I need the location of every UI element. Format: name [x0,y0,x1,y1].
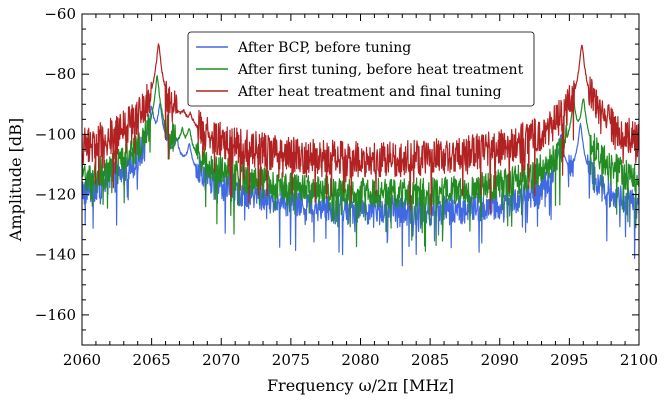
x-tick-label: 2095 [550,351,588,369]
series-line-3 [82,43,639,216]
legend-box [187,31,535,107]
plot-frame [81,13,640,346]
y-tick-label: −160 [35,306,76,324]
y-tick-label: −120 [35,186,76,204]
series-line-2 [82,75,639,252]
legend-label: After first tuning, before heat treatmen… [237,62,524,78]
y-tick-label: −100 [35,125,76,143]
x-tick-label: 2075 [272,351,310,369]
series-layer [82,43,639,267]
x-tick-label: 2060 [63,351,101,369]
y-tick-label: −60 [44,5,76,23]
x-axis-label: Frequency ω/2π [MHz] [267,376,454,395]
ticks-layer: 2060 2065 2070 2075 2080 2085 2090 2095 2100 −60 −… [35,5,658,369]
x-tick-label: 2085 [411,351,449,369]
y-tick-label: −80 [44,65,76,83]
x-tick-label: 2080 [341,351,379,369]
x-tick-label: 2070 [202,351,240,369]
x-tick-label: 2090 [481,351,519,369]
legend-label: After heat treatment and final tuning [237,84,502,100]
legend-label: After BCP, before tuning [237,40,411,56]
legend: After BCP, before tuning After first tuni… [187,31,535,107]
y-tick-label: −140 [35,246,76,264]
y-axis-label: Amplitude [dB] [6,118,25,242]
x-tick-label: 2100 [620,351,658,369]
x-tick-label: 2065 [133,351,171,369]
